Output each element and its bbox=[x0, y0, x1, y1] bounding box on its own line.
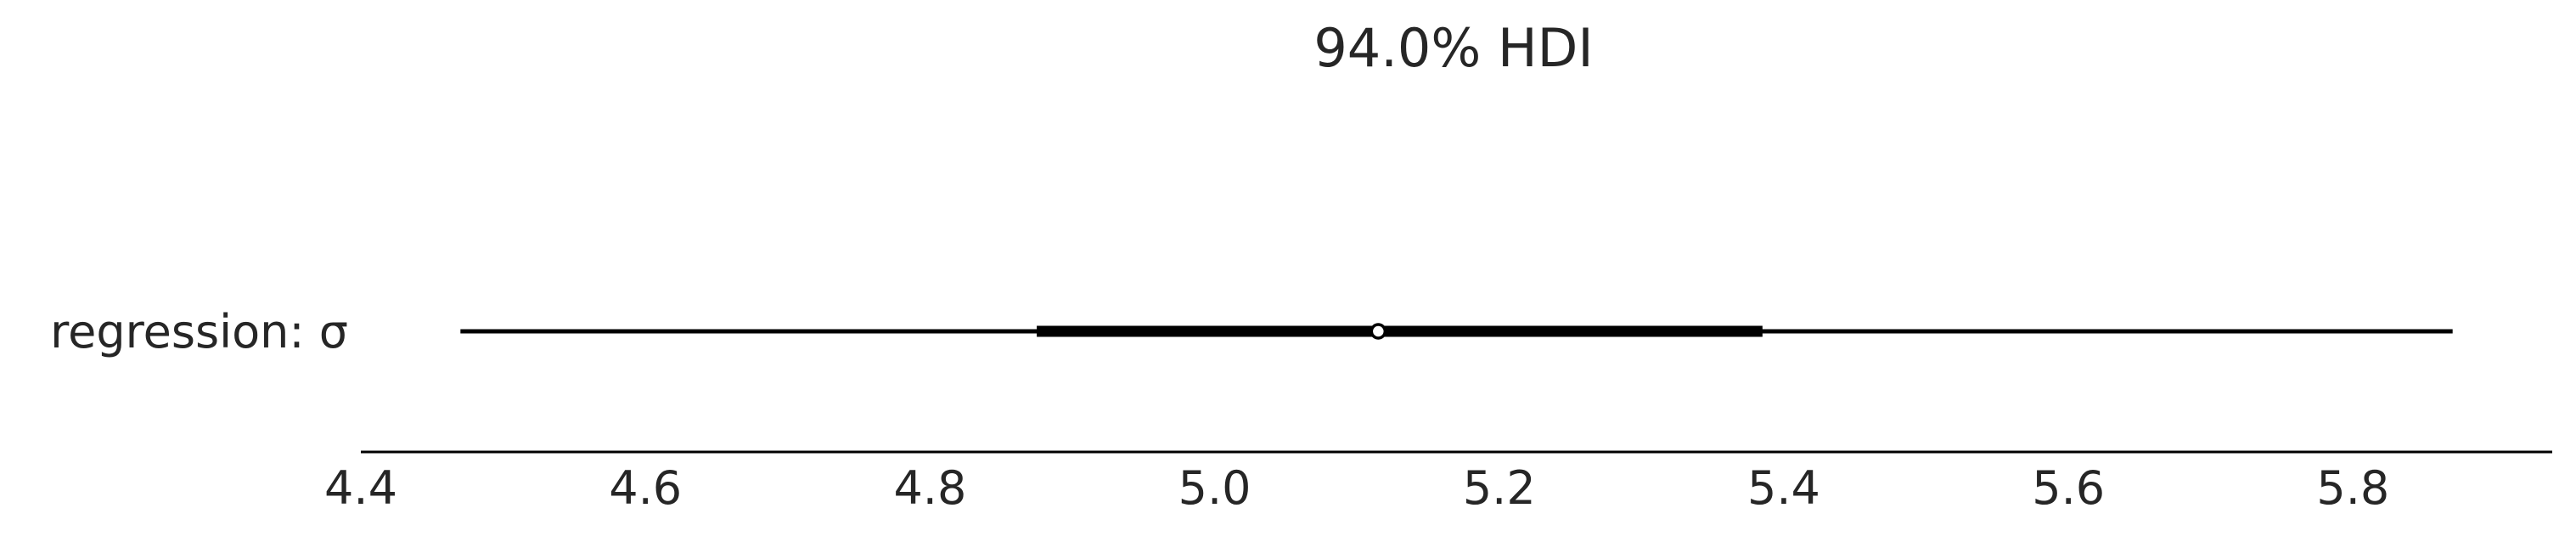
forest-rows: regression: σ bbox=[50, 305, 2453, 359]
x-tick-label: 4.6 bbox=[609, 461, 682, 515]
x-tick-label: 5.6 bbox=[2032, 461, 2105, 515]
x-tick-label: 5.4 bbox=[1747, 461, 1820, 515]
x-tick-label: 4.8 bbox=[893, 461, 966, 515]
point-estimate-marker bbox=[1370, 323, 1387, 340]
chart-title: 94.0% HDI bbox=[1313, 17, 1593, 79]
x-tick-label: 5.2 bbox=[1463, 461, 1536, 515]
x-axis: 4.4 4.6 4.8 5.0 5.2 5.4 5.6 5.8 bbox=[324, 450, 2552, 515]
row-label: regression: σ bbox=[50, 305, 348, 359]
x-tick-label: 5.8 bbox=[2316, 461, 2389, 515]
x-tick-label: 4.4 bbox=[324, 461, 397, 515]
x-tick-label: 5.0 bbox=[1178, 461, 1251, 515]
